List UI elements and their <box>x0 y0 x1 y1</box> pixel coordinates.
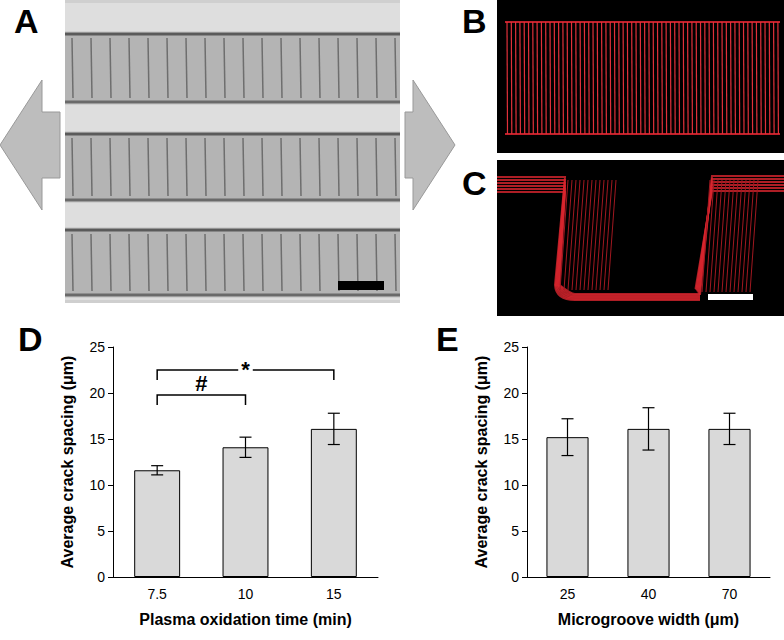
svg-text:Plasma oxidation time (min): Plasma oxidation time (min) <box>139 611 351 628</box>
html-text:D: D <box>18 320 43 358</box>
svg-text:*: * <box>241 357 250 382</box>
svg-text:20: 20 <box>89 385 105 401</box>
svg-text:0: 0 <box>511 569 519 585</box>
svg-text:70: 70 <box>722 586 738 602</box>
svg-text:25: 25 <box>560 586 576 602</box>
svg-text:15: 15 <box>503 431 519 447</box>
svg-text:10: 10 <box>503 477 519 493</box>
svg-text:10: 10 <box>238 586 254 602</box>
svg-text:20: 20 <box>503 385 519 401</box>
svg-text:25: 25 <box>503 339 519 355</box>
svg-text:15: 15 <box>326 586 342 602</box>
svg-text:10: 10 <box>89 477 105 493</box>
html-text:B: B <box>462 2 487 40</box>
svg-text:5: 5 <box>97 523 105 539</box>
svg-text:15: 15 <box>89 431 105 447</box>
html-text:A: A <box>14 2 39 40</box>
svg-text:40: 40 <box>641 586 657 602</box>
svg-text:0: 0 <box>97 569 105 585</box>
html-text:C: C <box>462 164 487 202</box>
svg-text:7.5: 7.5 <box>147 586 167 602</box>
svg-text:Average crack spacing (μm): Average crack spacing (μm) <box>473 356 490 569</box>
svg-text:Microgroove width (μm): Microgroove width (μm) <box>558 611 739 628</box>
svg-text:25: 25 <box>89 339 105 355</box>
html-text:E: E <box>436 320 459 358</box>
svg-text:5: 5 <box>511 523 519 539</box>
svg-text:Average crack spacing (μm): Average crack spacing (μm) <box>59 356 76 569</box>
svg-text:#: # <box>195 371 207 396</box>
